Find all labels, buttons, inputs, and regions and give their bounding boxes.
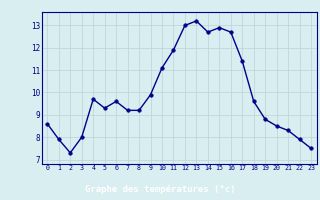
Text: Graphe des températures (°c): Graphe des températures (°c)	[85, 185, 235, 194]
